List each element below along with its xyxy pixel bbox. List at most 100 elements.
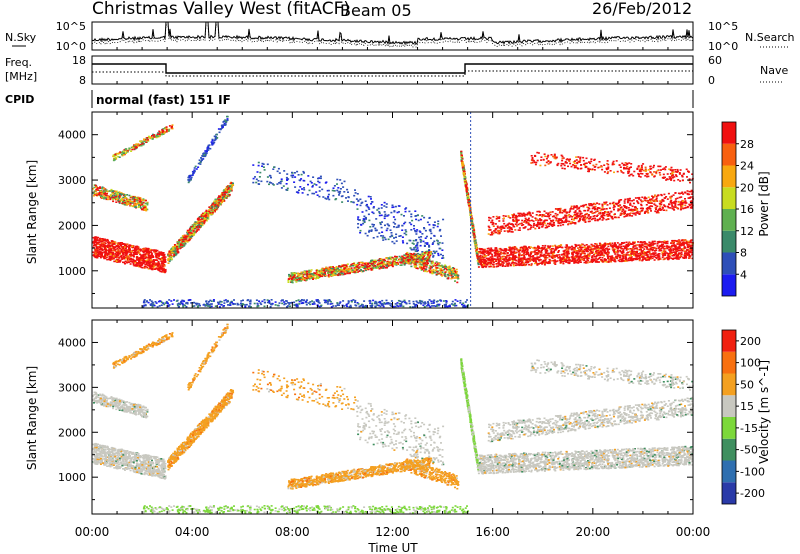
scatter-cell <box>212 202 215 204</box>
scatter-cell <box>404 208 407 210</box>
scatter-cell <box>175 253 178 256</box>
scatter-cell <box>278 182 281 184</box>
scatter-cell <box>436 239 439 242</box>
scatter-cell <box>220 301 223 303</box>
scatter-cell <box>424 242 427 244</box>
scatter-cell <box>135 143 138 145</box>
scatter-cell <box>420 259 423 262</box>
scatter-cell <box>342 300 345 302</box>
scatter-cell <box>161 260 164 263</box>
scatter-cell <box>100 240 103 243</box>
scatter-cell <box>115 158 118 160</box>
scatter-cell <box>218 306 221 308</box>
scatter-cell <box>138 258 141 261</box>
scatter-cell <box>357 199 360 202</box>
scatter-cell <box>207 305 210 307</box>
scatter-cell <box>384 267 387 269</box>
scatter-cell <box>399 264 402 266</box>
scatter-cell <box>213 205 216 207</box>
scatter-cell <box>338 265 341 268</box>
scatter-cell <box>319 271 322 274</box>
scatter-cell <box>433 224 436 227</box>
scatter-cell <box>328 198 331 201</box>
scatter-cell <box>144 255 147 258</box>
scatter-cell <box>96 252 99 254</box>
scatter-cell <box>209 213 212 216</box>
scatter-cell <box>129 260 132 263</box>
scatter-cell <box>421 215 424 217</box>
scatter-cell <box>439 247 442 250</box>
scatter-cell <box>111 194 114 197</box>
scatter-cell <box>210 300 213 302</box>
scatter-cell <box>109 247 112 249</box>
scatter-cell <box>258 176 261 178</box>
scatter-cell <box>124 201 127 204</box>
scatter-cell <box>409 258 412 261</box>
scatter-cell <box>293 301 296 304</box>
scatter-cell <box>428 249 431 251</box>
scatter-cell <box>361 264 364 267</box>
scatter-cell <box>313 303 316 305</box>
scatter-cell <box>352 263 355 265</box>
scatter-cell <box>151 268 154 271</box>
scatter-cell <box>192 305 194 307</box>
scatter-cell <box>359 229 362 232</box>
scatter-cell <box>146 201 149 204</box>
scatter-cell <box>162 133 165 135</box>
scatter-cell <box>395 236 397 239</box>
scatter-cell <box>318 186 321 188</box>
scatter-cell <box>158 266 161 268</box>
scatter-cell <box>375 218 378 220</box>
scatter-cell <box>363 215 366 218</box>
scatter-cell <box>393 226 395 228</box>
scatter-cell <box>169 256 172 258</box>
scatter-cell <box>473 229 476 231</box>
scatter-cell <box>118 257 121 259</box>
scatter-cell <box>100 249 103 251</box>
scatter-cell <box>401 236 404 238</box>
scatter-cell <box>457 277 460 280</box>
scatter-cell <box>192 228 194 231</box>
scatter-cell <box>137 196 140 199</box>
scatter-cell <box>197 162 200 165</box>
scatter-cell <box>336 183 338 185</box>
scatter-cell <box>103 257 106 260</box>
scatter-cell <box>154 301 157 303</box>
scatter-cell <box>416 241 419 244</box>
scatter-cell <box>327 267 330 270</box>
scatter-cell <box>285 189 288 191</box>
scatter-cell <box>344 268 347 271</box>
scatter-cell <box>465 190 468 192</box>
scatter-cell <box>301 274 304 276</box>
scatter-cell <box>370 203 373 205</box>
power-data-layer <box>92 112 694 308</box>
scatter-cell <box>375 229 378 232</box>
scatter-cell <box>108 190 111 192</box>
scatter-cell <box>420 256 423 259</box>
scatter-cell <box>109 195 112 198</box>
scatter-cell <box>462 172 465 175</box>
scatter-cell <box>184 240 187 242</box>
scatter-cell <box>428 216 431 219</box>
scatter-cell <box>210 141 213 143</box>
scatter-cell <box>429 254 432 256</box>
scatter-cell <box>98 239 101 242</box>
scatter-cell <box>93 243 96 246</box>
scatter-cell <box>152 267 155 269</box>
scatter-cell <box>330 272 333 274</box>
scatter-cell <box>429 260 432 263</box>
scatter-cell <box>354 301 356 304</box>
freq-label-line1: Freq. <box>5 56 32 69</box>
scatter-cell <box>341 264 344 266</box>
scatter-cell <box>118 201 121 203</box>
scatter-cell <box>234 303 236 305</box>
scatter-cell <box>141 257 144 260</box>
scatter-cell <box>374 260 377 263</box>
scatter-cell <box>188 231 190 234</box>
scatter-cell <box>120 192 123 194</box>
scatter-cell <box>368 261 371 264</box>
scatter-cell <box>455 304 458 307</box>
scatter-cell <box>160 263 163 265</box>
scatter-cell <box>411 219 414 222</box>
